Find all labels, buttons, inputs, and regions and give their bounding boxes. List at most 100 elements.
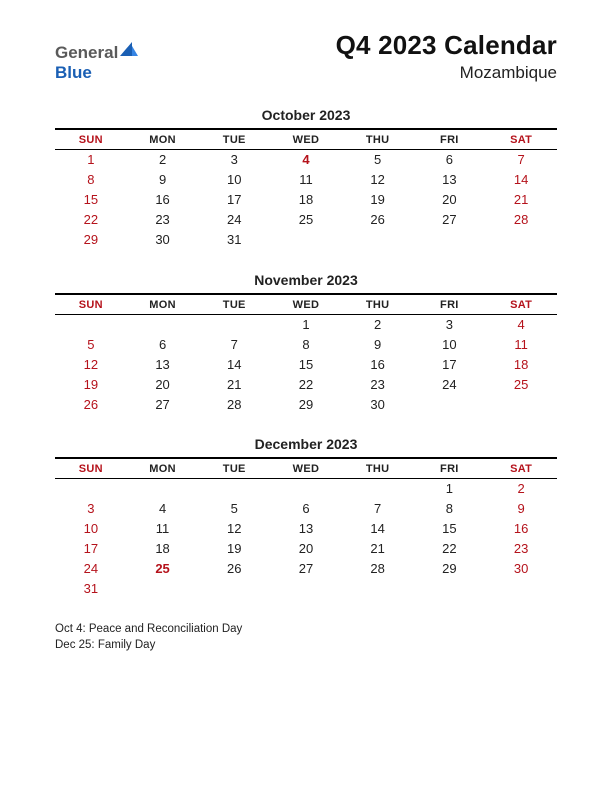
calendar-day-cell: 1 [414, 479, 486, 499]
calendar-week-row: 567891011 [55, 334, 557, 354]
calendar-day-cell [270, 479, 342, 499]
calendar-day-cell: 4 [485, 314, 557, 334]
title-block: Q4 2023 Calendar Mozambique [336, 30, 557, 83]
calendar-day-cell: 18 [485, 354, 557, 374]
calendar-day-cell: 23 [342, 374, 414, 394]
calendar-day-cell: 11 [127, 519, 199, 539]
calendar-day-cell: 16 [127, 190, 199, 210]
calendar-day-cell: 26 [198, 559, 270, 579]
calendar-day-cell: 13 [270, 519, 342, 539]
day-header: SUN [55, 294, 127, 315]
calendar-day-cell: 9 [342, 334, 414, 354]
calendar-day-cell: 25 [485, 374, 557, 394]
calendar-day-cell: 19 [55, 374, 127, 394]
calendar-day-cell: 3 [198, 150, 270, 170]
logo-sail-icon [118, 45, 140, 62]
day-header: TUE [198, 129, 270, 150]
holiday-entry: Dec 25: Family Day [55, 637, 557, 653]
calendar-day-cell: 27 [414, 210, 486, 230]
calendar-day-cell: 13 [414, 170, 486, 190]
calendar-day-cell: 21 [342, 539, 414, 559]
calendar-day-cell [198, 579, 270, 599]
calendar-day-cell: 17 [198, 190, 270, 210]
day-header: FRI [414, 294, 486, 315]
calendar-table: SUNMONTUEWEDTHUFRISAT1234567891011121314… [55, 457, 557, 599]
calendar-day-cell: 22 [414, 539, 486, 559]
calendar-week-row: 2627282930 [55, 394, 557, 414]
calendar-day-cell: 29 [414, 559, 486, 579]
calendar-day-cell: 8 [270, 334, 342, 354]
calendar-day-cell: 21 [485, 190, 557, 210]
calendar-day-cell [485, 230, 557, 250]
calendar-week-row: 891011121314 [55, 170, 557, 190]
month-title: December 2023 [55, 436, 557, 452]
calendar-day-cell [270, 230, 342, 250]
calendar-day-cell: 20 [127, 374, 199, 394]
calendar-day-cell: 19 [342, 190, 414, 210]
calendar-day-cell: 4 [270, 150, 342, 170]
calendar-day-cell: 6 [127, 334, 199, 354]
day-header: TUE [198, 294, 270, 315]
calendar-day-cell: 12 [55, 354, 127, 374]
calendar-day-cell: 29 [270, 394, 342, 414]
calendar-day-cell: 18 [127, 539, 199, 559]
calendar-day-cell: 6 [414, 150, 486, 170]
logo: General Blue [55, 30, 140, 83]
calendar-week-row: 17181920212223 [55, 539, 557, 559]
calendar-day-cell: 16 [342, 354, 414, 374]
calendar-day-cell: 15 [414, 519, 486, 539]
page-title: Q4 2023 Calendar [336, 30, 557, 61]
calendar-day-cell: 1 [270, 314, 342, 334]
day-header: MON [127, 458, 199, 479]
calendar-day-cell: 7 [342, 499, 414, 519]
calendar-table: SUNMONTUEWEDTHUFRISAT1234567891011121314… [55, 128, 557, 250]
logo-word-general: General [55, 43, 118, 62]
calendar-week-row: 1234567 [55, 150, 557, 170]
calendar-day-cell: 5 [55, 334, 127, 354]
calendar-day-cell: 31 [55, 579, 127, 599]
holiday-entry: Oct 4: Peace and Reconciliation Day [55, 621, 557, 637]
month-block: December 2023SUNMONTUEWEDTHUFRISAT123456… [55, 436, 557, 599]
calendar-day-cell: 26 [342, 210, 414, 230]
calendar-day-cell [342, 479, 414, 499]
calendar-day-cell: 14 [198, 354, 270, 374]
logo-word-blue: Blue [55, 63, 92, 82]
day-header: TUE [198, 458, 270, 479]
calendar-day-cell: 8 [55, 170, 127, 190]
calendar-day-cell: 3 [414, 314, 486, 334]
calendar-day-cell: 13 [127, 354, 199, 374]
day-header: THU [342, 458, 414, 479]
calendar-day-cell: 14 [485, 170, 557, 190]
page-subtitle: Mozambique [336, 63, 557, 83]
calendar-day-cell: 30 [127, 230, 199, 250]
calendar-day-cell: 5 [342, 150, 414, 170]
calendar-day-cell: 12 [198, 519, 270, 539]
calendar-day-cell: 20 [414, 190, 486, 210]
logo-text: General Blue [55, 40, 140, 83]
calendar-week-row: 22232425262728 [55, 210, 557, 230]
calendar-day-cell: 23 [127, 210, 199, 230]
calendar-day-cell [485, 394, 557, 414]
day-header: SAT [485, 129, 557, 150]
day-header: WED [270, 294, 342, 315]
calendar-day-cell [414, 579, 486, 599]
calendar-day-cell: 17 [414, 354, 486, 374]
header: General Blue Q4 2023 Calendar Mozambique [55, 30, 557, 83]
calendar-day-cell: 29 [55, 230, 127, 250]
month-title: November 2023 [55, 272, 557, 288]
calendar-day-cell [414, 230, 486, 250]
calendar-day-cell: 9 [485, 499, 557, 519]
calendar-day-cell [198, 479, 270, 499]
calendar-week-row: 12 [55, 479, 557, 499]
day-header: SAT [485, 458, 557, 479]
calendar-day-cell [414, 394, 486, 414]
day-header: SAT [485, 294, 557, 315]
calendar-day-cell: 28 [342, 559, 414, 579]
calendar-day-cell [198, 314, 270, 334]
calendar-week-row: 293031 [55, 230, 557, 250]
calendar-day-cell: 22 [55, 210, 127, 230]
calendar-day-cell: 22 [270, 374, 342, 394]
month-block: October 2023SUNMONTUEWEDTHUFRISAT1234567… [55, 107, 557, 250]
calendar-day-cell: 24 [198, 210, 270, 230]
calendar-day-cell: 17 [55, 539, 127, 559]
